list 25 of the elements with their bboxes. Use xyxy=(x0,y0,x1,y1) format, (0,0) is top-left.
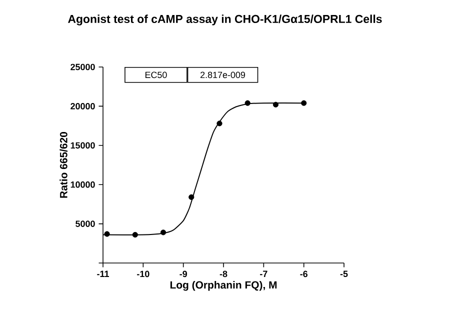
annotation: 2.817e-009 xyxy=(200,72,246,78)
x-tick-label: -5 xyxy=(340,270,348,278)
y-tick-label: 15000 xyxy=(70,142,95,149)
x-axis-title: Log (Orphanin FQ), M xyxy=(170,280,277,291)
annotation: EC50 xyxy=(145,72,167,78)
y-tick-label: 10000 xyxy=(70,181,95,188)
point xyxy=(244,100,250,106)
x-tick-label: -10 xyxy=(137,270,150,278)
x-tick-label: -11 xyxy=(97,270,109,277)
point xyxy=(160,230,166,236)
point xyxy=(188,194,194,200)
x-tick-label: -9 xyxy=(180,270,187,278)
y-tick-label: 5000 xyxy=(76,220,95,227)
x-tick-label: -8 xyxy=(220,270,228,278)
chart-title: Agonist test of cAMP assay in CHO-K1/Gα15/OPRL1 Cells xyxy=(68,14,382,26)
point xyxy=(132,232,138,238)
point xyxy=(301,100,307,106)
y-tick-label: 20000 xyxy=(70,103,95,110)
point xyxy=(272,102,279,108)
x-tick-label: -6 xyxy=(300,270,308,278)
point xyxy=(216,120,222,126)
y-axis-title: Ratio 665/620 xyxy=(60,132,68,198)
y-tick-label: 25000 xyxy=(70,64,95,70)
x-tick-label: -7 xyxy=(260,270,268,277)
point xyxy=(104,231,110,237)
